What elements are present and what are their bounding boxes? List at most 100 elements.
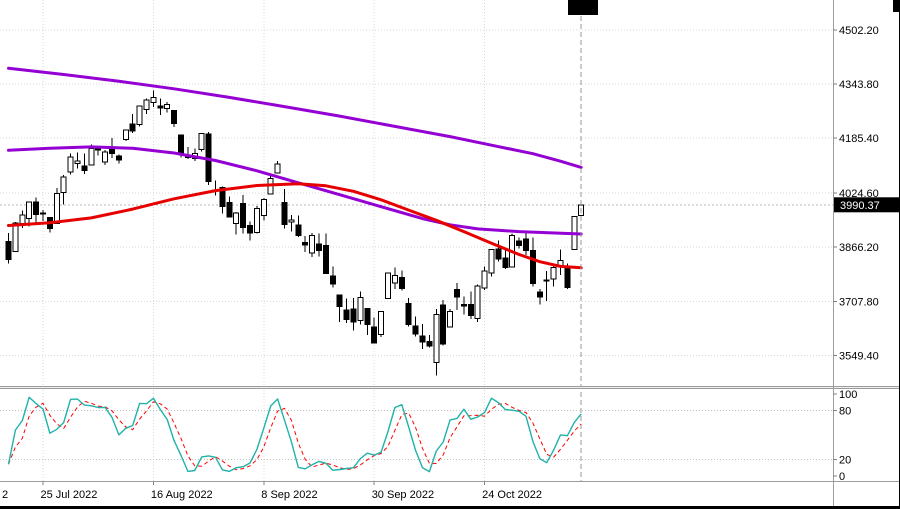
candle-body xyxy=(88,148,95,166)
candle-body xyxy=(502,257,509,268)
ma-slow-purple-line xyxy=(7,66,583,169)
time-tick-label: 8 Sep 2022 xyxy=(261,489,317,501)
time-tick-label: 30 Sep 2022 xyxy=(372,489,434,501)
candle-body xyxy=(309,235,316,254)
candle-body xyxy=(474,285,481,320)
candle-body xyxy=(543,279,550,282)
candle-body xyxy=(467,303,474,317)
candle-body xyxy=(81,165,88,171)
price-tick-label: 4024.60 xyxy=(839,188,879,200)
candle-body xyxy=(240,203,247,229)
candle-body xyxy=(564,265,571,288)
candle-body xyxy=(343,309,350,320)
candle-body xyxy=(302,242,309,246)
panel-separator[interactable] xyxy=(0,386,900,389)
candle-body xyxy=(219,187,226,207)
candle-body xyxy=(350,308,357,323)
price-tick-label: 3707.80 xyxy=(839,296,879,308)
candle-body xyxy=(260,199,267,217)
candle-body xyxy=(109,148,115,155)
stochastic-signal-line xyxy=(8,400,582,471)
candle-body xyxy=(129,123,136,132)
candle-body xyxy=(495,248,502,260)
candle-body xyxy=(95,148,102,151)
candle-body xyxy=(157,105,164,109)
candle-body xyxy=(440,304,447,345)
separator-bar[interactable] xyxy=(0,386,900,389)
ma-medium-purple-line xyxy=(7,145,583,236)
price-scale[interactable]: 4502.20 4343.80 4185.40 4024.60 3866.20 3707.… xyxy=(833,0,899,506)
price-tick-label: 4502.20 xyxy=(839,25,879,37)
candle-body xyxy=(253,207,260,234)
candle-body xyxy=(398,276,405,290)
stochastic-main-line xyxy=(7,396,582,473)
candle-body xyxy=(316,243,322,252)
candle-body xyxy=(40,212,46,215)
candle-body xyxy=(164,104,171,109)
candle-body xyxy=(247,225,253,234)
candle-body xyxy=(53,192,60,224)
main-price-panel[interactable] xyxy=(5,90,585,376)
time-tick-label: 25 Jul 2022 xyxy=(41,489,98,501)
ma-fast-red-line xyxy=(7,182,583,270)
candle-body xyxy=(516,240,523,246)
bottom-border xyxy=(0,506,900,509)
candle-body xyxy=(12,222,19,253)
candle-body xyxy=(5,241,12,260)
grid-layer xyxy=(0,0,833,481)
candle-body xyxy=(322,245,329,274)
indicator-tick-label: 100 xyxy=(839,389,857,401)
candle-body xyxy=(74,160,81,164)
candle-body xyxy=(433,313,440,363)
candle-body xyxy=(122,129,129,141)
candle-body xyxy=(523,238,529,252)
candle-body xyxy=(357,297,364,322)
candle-body xyxy=(67,156,74,173)
candle-body xyxy=(60,176,67,194)
candle-body xyxy=(412,325,419,335)
candle-body xyxy=(102,151,109,163)
candle-body xyxy=(136,105,143,126)
candle-body xyxy=(198,133,205,150)
candle-body xyxy=(288,219,295,223)
time-tick-label: 24 Oct 2022 xyxy=(482,489,542,501)
candle-body xyxy=(488,249,495,274)
stochastic-panel[interactable] xyxy=(0,396,833,473)
candle-body xyxy=(391,275,398,284)
candle-body xyxy=(329,275,336,285)
candle-body xyxy=(33,201,40,215)
indicator-scale[interactable]: 100 80 20 0 xyxy=(833,389,857,483)
candle-body xyxy=(460,303,467,307)
candle-body xyxy=(481,270,488,289)
candle-body xyxy=(385,272,391,299)
candle-body xyxy=(143,99,150,111)
indicator-tick-label: 20 xyxy=(839,455,851,467)
indicator-tick-label: 80 xyxy=(839,405,851,417)
candle-body xyxy=(426,340,433,347)
candle-body xyxy=(371,326,378,344)
candle-body xyxy=(295,224,302,236)
candle-body xyxy=(115,155,122,161)
price-tick-label: 4185.40 xyxy=(839,133,879,145)
indicator-tick-label: 0 xyxy=(839,471,845,483)
candle-body xyxy=(19,214,26,224)
candle-body xyxy=(536,291,543,298)
candle-body xyxy=(529,249,536,284)
current-price-badge-bg xyxy=(834,197,899,213)
current-price-badge: 3990.37 xyxy=(834,197,899,213)
candle-body xyxy=(447,311,454,328)
candle-body xyxy=(171,110,178,125)
candle-body xyxy=(26,201,33,220)
price-tick-label: 4343.80 xyxy=(839,79,879,91)
time-tick-label: 2 xyxy=(2,489,8,501)
time-tick-label: 16 Aug 2022 xyxy=(151,489,213,501)
candle-body xyxy=(281,202,288,226)
time-scale[interactable]: 2 25 Jul 2022 16 Aug 2022 8 Sep 2022 30 Sep … xyxy=(0,481,900,502)
candle-body xyxy=(419,335,426,343)
candle-body xyxy=(378,311,385,336)
candle-body xyxy=(364,308,371,326)
candle-body xyxy=(405,303,412,326)
